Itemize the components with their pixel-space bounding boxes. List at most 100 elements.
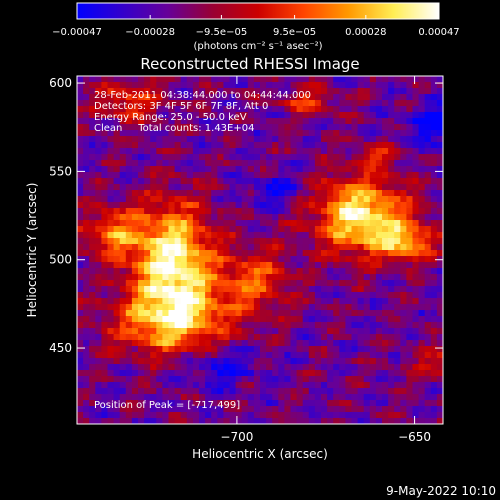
heatmap-cell [327, 268, 334, 275]
heatmap-cell [394, 160, 401, 167]
heatmap-cell [174, 322, 182, 329]
heatmap-cell [369, 112, 377, 119]
heatmap-cell [308, 400, 316, 407]
heatmap-cell [150, 190, 157, 197]
heatmap-cell [229, 208, 237, 215]
heatmap-cell [314, 130, 322, 137]
heatmap-cell [412, 160, 420, 167]
heatmap-cell [235, 358, 243, 365]
heatmap-cell [308, 232, 316, 239]
heatmap-cell [333, 220, 340, 227]
heatmap-cell [351, 154, 359, 161]
heatmap-cell [235, 130, 243, 137]
heatmap-cell [272, 286, 279, 293]
heatmap-cell [138, 76, 145, 83]
heatmap-cell [436, 100, 443, 107]
heatmap-cell [388, 340, 395, 347]
heatmap-cell [180, 124, 188, 131]
heatmap-cell [308, 286, 316, 293]
heatmap-cell [241, 292, 249, 299]
heatmap-cell [345, 334, 353, 341]
heatmap-cell [406, 178, 414, 185]
heatmap-cell [162, 304, 170, 311]
heatmap-cell [162, 364, 170, 371]
heatmap-cell [199, 316, 206, 323]
heatmap-cell [125, 196, 133, 203]
heatmap-cell [394, 130, 401, 137]
heatmap-cell [406, 226, 414, 233]
heatmap-cell [192, 280, 200, 287]
heatmap-cell [101, 286, 109, 293]
heatmap-cell [168, 142, 176, 149]
heatmap-cell [107, 358, 115, 365]
heatmap-cell [382, 196, 389, 203]
heatmap-cell [357, 268, 365, 275]
heatmap-cell [382, 370, 389, 377]
heatmap-cell [217, 268, 224, 275]
heatmap-cell [199, 370, 206, 377]
heatmap-cell [247, 394, 255, 401]
heatmap-cell [260, 262, 267, 269]
heatmap-cell [95, 268, 102, 275]
heatmap-cell [150, 310, 157, 317]
heatmap-cell [382, 214, 389, 221]
heatmap-cell [418, 106, 426, 113]
heatmap-cell [333, 118, 340, 125]
heatmap-cell [260, 208, 267, 215]
heatmap-cell [266, 136, 273, 143]
heatmap-cell [162, 160, 170, 167]
heatmap-cell [430, 400, 438, 407]
heatmap-cell [174, 130, 182, 137]
heatmap-cell [339, 172, 346, 179]
heatmap-cell [400, 154, 407, 161]
heatmap-cell [388, 352, 395, 359]
heatmap-cell [363, 400, 371, 407]
x-tick-label: −700 [220, 430, 253, 444]
heatmap-cell [272, 250, 279, 257]
heatmap-cell [375, 382, 383, 389]
heatmap-cell [89, 340, 96, 347]
heatmap-cell [321, 370, 328, 377]
heatmap-cell [357, 142, 365, 149]
heatmap-cell [162, 298, 170, 305]
heatmap-cell [406, 220, 414, 227]
heatmap-cell [388, 334, 395, 341]
heatmap-cell [95, 280, 102, 287]
heatmap-cell [95, 142, 102, 149]
heatmap-cell [382, 100, 389, 107]
heatmap-cell [321, 316, 328, 323]
heatmap-cell [211, 382, 218, 389]
heatmap-cell [168, 304, 176, 311]
heatmap-cell [247, 172, 255, 179]
heatmap-cell [266, 346, 273, 353]
heatmap-cell [296, 376, 304, 383]
heatmap-cell [369, 250, 377, 257]
heatmap-cell [363, 292, 371, 299]
heatmap-cell [436, 118, 443, 125]
heatmap-cell [308, 352, 316, 359]
heatmap-cell [436, 268, 443, 275]
heatmap-cell [357, 388, 365, 395]
heatmap-cell [223, 166, 231, 173]
heatmap-cell [150, 418, 157, 424]
heatmap-cell [205, 130, 212, 137]
heatmap-cell [436, 352, 443, 359]
heatmap-cell [369, 304, 377, 311]
heatmap-cell [95, 286, 102, 293]
heatmap-cell [253, 172, 261, 179]
heatmap-cell [278, 142, 285, 149]
heatmap-cell [302, 328, 310, 335]
heatmap-cell [253, 244, 261, 251]
heatmap-cell [400, 208, 407, 215]
heatmap-cell [296, 394, 304, 401]
heatmap-cell [131, 220, 139, 227]
heatmap-cell [266, 394, 273, 401]
heatmap-cell [412, 298, 420, 305]
heatmap-cell [241, 94, 249, 101]
heatmap-cell [321, 124, 328, 131]
heatmap-cell [174, 394, 182, 401]
heatmap-cell [77, 190, 84, 197]
heatmap-cell [375, 358, 383, 365]
heatmap-cell [388, 184, 395, 191]
heatmap-cell [253, 406, 261, 413]
